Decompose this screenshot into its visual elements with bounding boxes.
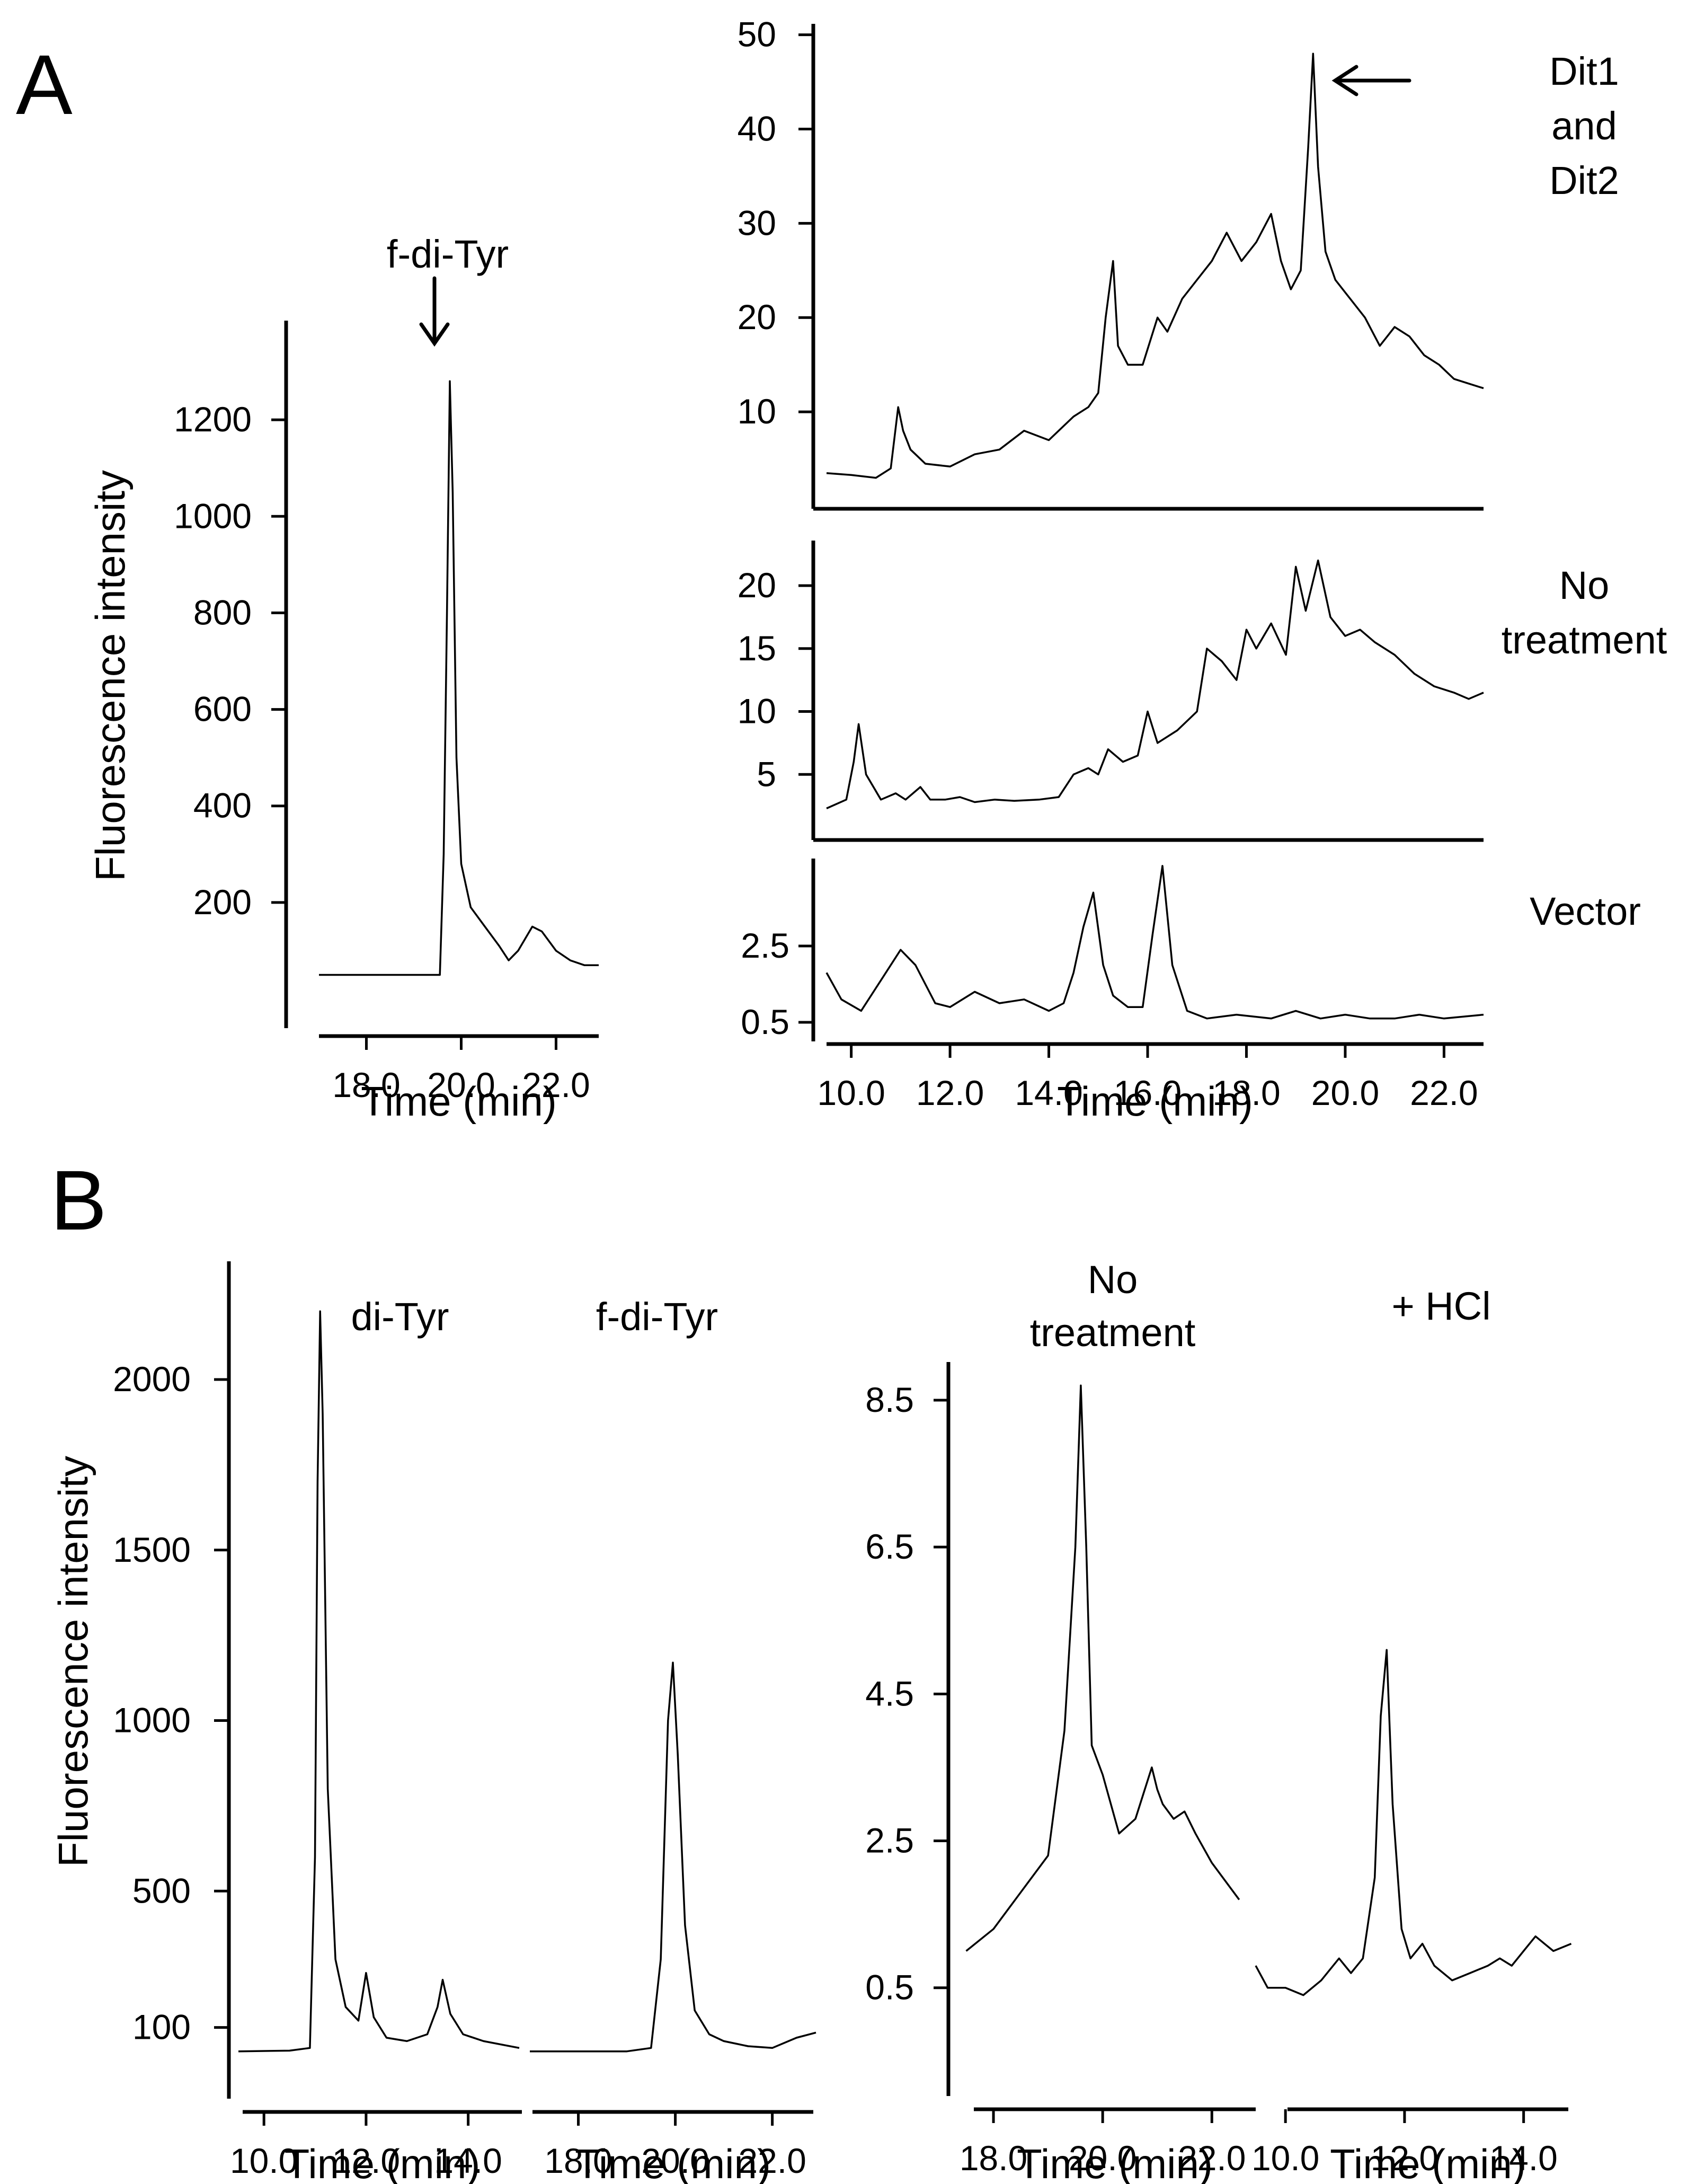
y-tick-label: 2.5 [865,1821,914,1860]
y-tick-label: 1000 [113,1701,191,1740]
y-tick-label: 400 [193,786,252,825]
x-tick-label: 18.0 [544,2141,612,2180]
annotation-no-treatment-b-line: treatment [1030,1311,1196,1355]
y-tick-label: 1500 [113,1530,191,1569]
x-tick-label: 18.0 [960,2138,1027,2178]
x-tick-label: 16.0 [1114,1073,1182,1112]
y-tick-label: 50 [738,15,776,54]
y-tick-label: 800 [193,593,252,632]
x-tick-label: 20.0 [1311,1073,1379,1112]
panel-label-b: B [50,1153,107,1248]
y-tick-label: 0.5 [741,1002,789,1041]
annotation-no-treatment-a-line: treatment [1502,618,1667,662]
y-tick-label: 10 [738,392,776,431]
x-tick-label: 20.0 [427,1065,495,1104]
chart-A-middle: 5 10 15 20 [738,541,1484,842]
y-tick-label: 600 [193,689,252,729]
annotation-no-treatment-a: No treatment [1502,563,1667,662]
y-tick-label: 6.5 [865,1527,914,1566]
x-axis-title: Time (min) [575,2141,771,2184]
x-tick-label: 22.0 [522,1065,590,1104]
x-tick-label: 12.0 [916,1073,984,1112]
y-tick-label: 500 [132,1871,191,1910]
y-axis-title-b: Fluorescence intensity [50,1456,96,1867]
x-tick-label: 12.0 [1371,2138,1439,2178]
annotation-di-tyr: di-Tyr [351,1295,449,1339]
x-tick-label: 22.0 [1410,1073,1478,1112]
x-tick-label: 20.0 [641,2141,709,2180]
annotation-hcl: + HCl [1391,1284,1490,1328]
x-axis-title: Time (min) [285,2141,481,2184]
x-tick-label: 14.0 [434,2141,502,2180]
annotation-f-di-tyr-b: f-di-Tyr [596,1295,718,1339]
arrow-head [1331,65,1358,96]
y-tick-label: 4.5 [865,1674,914,1713]
x-axis-title: Time (min) [1330,2141,1526,2184]
y-tick-label: 15 [738,629,776,668]
annotation-dit1-dit2: Dit1 and Dit2 [1549,49,1619,202]
y-axis-title-a: Fluorescence intensity [87,470,134,881]
y-tick-label: 30 [738,203,776,242]
y-tick-label: 2.5 [741,926,789,965]
series-line [825,865,1484,1020]
x-tick-label: 18.0 [1212,1073,1280,1112]
x-axis-title: Time (min) [1057,1078,1253,1125]
series-line [1255,1649,1572,1996]
arrow-down-icon [419,276,450,347]
series-line [319,380,599,976]
y-tick-label: 20 [738,565,776,605]
x-tick-label: 22.0 [1178,2138,1246,2178]
series-line [530,1661,816,2053]
arrow-head [419,322,450,347]
y-tick-label: 0.5 [865,1968,914,2007]
x-tick-label: 14.0 [1489,2138,1557,2178]
y-tick-label: 1000 [174,496,252,535]
y-tick-label: 100 [132,2008,191,2047]
series-line [965,1384,1240,1952]
x-tick-label: 14.0 [1015,1073,1082,1112]
x-tick-label: 10.0 [817,1073,885,1112]
x-tick-label: 12.0 [332,2141,400,2180]
y-tick-label: 2000 [113,1359,191,1399]
y-tick-label: 10 [738,692,776,731]
chart-A-top: 10 20 30 40 50 [738,15,1484,511]
series-line [826,52,1484,479]
panel-label-a: A [16,37,73,132]
x-tick-label: 10.0 [230,2141,298,2180]
series-line [826,559,1484,809]
annotation-no-treatment-b-line: No [1088,1258,1138,1302]
annotation-dit1-dit2-line: Dit2 [1549,158,1619,202]
annotation-no-treatment-b: No treatment [1030,1258,1196,1355]
annotation-dit1-dit2-line: and [1551,104,1617,148]
annotation-f-di-tyr-a: f-di-Tyr [387,232,509,276]
x-tick-label: 18.0 [332,1065,400,1104]
x-tick-label: 22.0 [738,2141,806,2180]
x-axis-title: Time (min) [361,1078,557,1125]
x-tick-label: 10.0 [1251,2138,1319,2178]
y-tick-label: 200 [193,882,252,922]
y-tick-label: 40 [738,109,776,148]
x-tick-label: 20.0 [1069,2138,1136,2178]
series-line [238,1310,520,2053]
y-tick-label: 8.5 [865,1380,914,1419]
annotation-no-treatment-a-line: No [1559,563,1610,607]
chart-A-bottom: 0.5 2.5 10.0 12.0 14.0 16.0 18.0 20.0 22.0 Time (… [741,859,1484,1125]
y-tick-label: 5 [757,754,776,793]
arrow-left-icon [1331,65,1411,96]
x-axis-title: Time (min) [1017,2141,1213,2184]
annotation-vector: Vector [1530,889,1641,933]
annotation-dit1-dit2-line: Dit1 [1549,49,1619,93]
y-tick-label: 1200 [174,400,252,439]
y-tick-label: 20 [738,297,776,337]
